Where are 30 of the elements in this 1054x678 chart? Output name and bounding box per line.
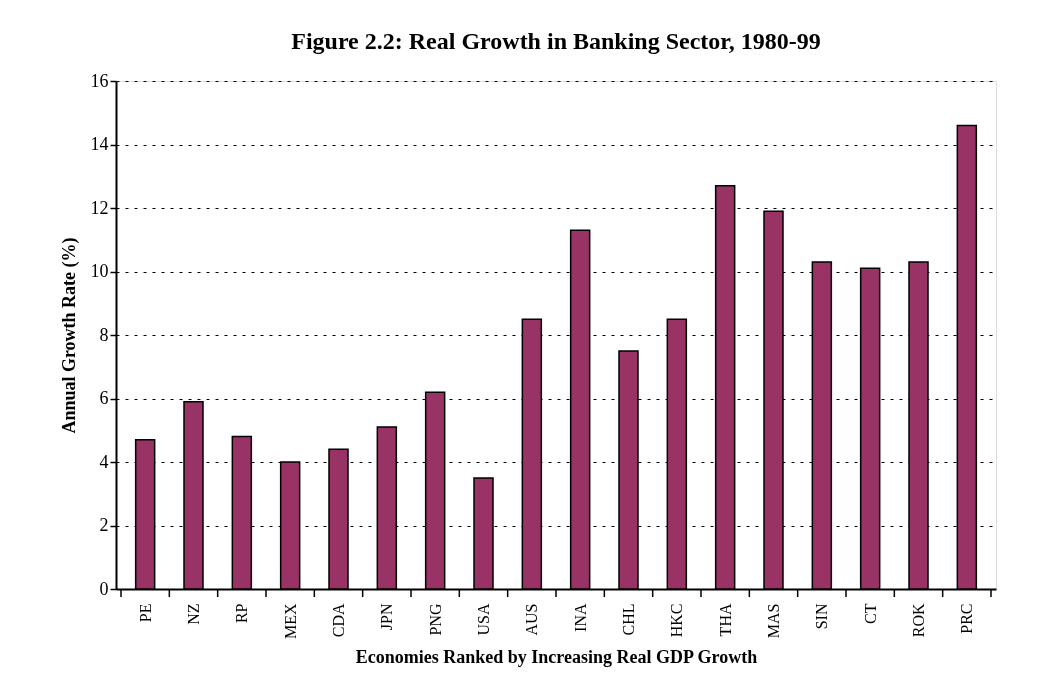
x-tick-label: CT [861,603,879,624]
x-tick-label: SIN [813,603,831,630]
x-tick-label: ROK [910,603,927,638]
x-tick-label: PRC [958,603,976,634]
x-tick-label: CHL [620,603,637,636]
x-tick-label: PNG [426,603,444,636]
x-tick-label: CDA [330,603,347,638]
x-tick-label: NZ [185,603,202,625]
y-axis-title: Annual Growth Rate (%) [58,237,80,434]
x-tick-label: USA [475,603,492,636]
x-tick-label: MEX [281,603,299,640]
x-tick-label: INA [571,603,589,632]
y-tick-label: 8 [99,324,109,345]
x-tick-label: PE [136,603,154,623]
y-tick-label: 14 [90,134,109,154]
chart-title: Figure 2.2: Real Growth in Banking Sector, 1980-99 [291,28,821,54]
y-tick-label: 0 [99,578,109,599]
y-tick-label: 6 [99,388,109,408]
y-tick-label: 4 [99,451,109,472]
x-tick-label: THA [716,603,734,637]
x-axis-title: Economies Ranked by Increasing Real GDP Growth [355,647,758,668]
x-tick-label: RP [233,603,251,624]
x-tick-label: JPN [378,603,396,631]
y-tick-label: 12 [90,197,109,218]
x-tick-label: MAS [765,603,782,639]
y-tick-label: 16 [90,70,109,91]
y-tick-label: 2 [99,515,109,535]
x-tick-label: AUS [523,603,541,636]
x-tick-label: HKC [668,603,686,638]
y-tick-label: 10 [90,261,109,281]
